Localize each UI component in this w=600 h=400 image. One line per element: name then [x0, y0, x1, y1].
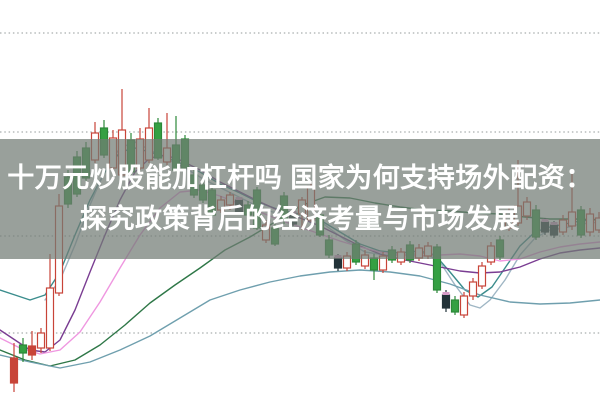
candle-body — [441, 294, 451, 309]
candle-body — [18, 344, 28, 354]
candle-body — [333, 257, 343, 269]
candle-body — [369, 257, 379, 271]
headline-banner: 十万元炒股能加杠杆吗 国家为何支持场外配资： 探究政策背后的经济考量与市场发展 — [0, 139, 600, 259]
headline-line-2: 探究政策背后的经济考量与市场发展 — [80, 204, 520, 234]
candle-body — [9, 357, 19, 384]
candle-body — [468, 281, 478, 297]
candle-body — [45, 287, 55, 349]
candle-body — [477, 265, 487, 287]
headline-line-1: 十万元炒股能加杠杆吗 国家为何支持场外配资： — [7, 163, 593, 193]
candle-body — [27, 345, 37, 356]
candle-body — [36, 332, 46, 349]
candle-body — [450, 299, 460, 313]
ma-slow-steelblue — [0, 269, 600, 369]
candle-body — [459, 295, 469, 316]
candle-accent — [442, 292, 450, 295]
